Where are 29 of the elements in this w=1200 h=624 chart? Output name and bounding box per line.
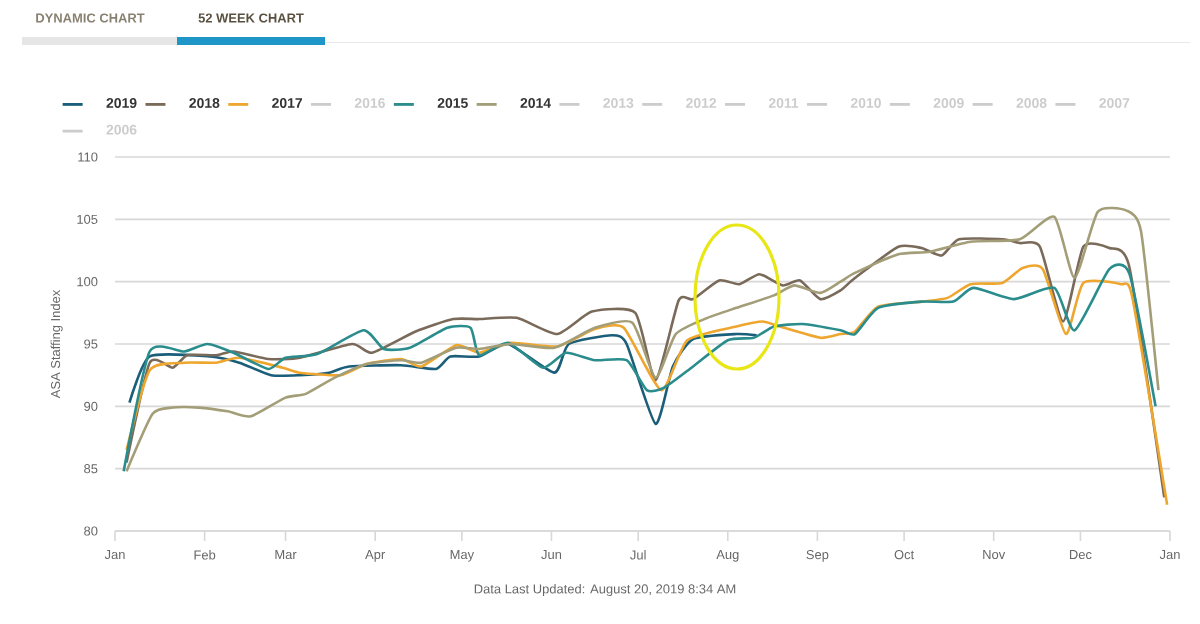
x-tick-label: Apr (365, 550, 386, 562)
y-axis-title: ASA Staffing Index (50, 289, 63, 399)
legend-label: 2018 (189, 98, 220, 108)
y-tick-label: 100 (77, 277, 98, 287)
y-tick-label: 105 (77, 214, 98, 224)
legend-label: 2017 (272, 98, 303, 108)
y-tick-label: 110 (78, 152, 98, 162)
x-tick-label: Oct (894, 550, 915, 560)
x-tick-label: Jun (541, 550, 562, 560)
x-tick-label: Aug (716, 550, 739, 562)
x-tick-label: Jan (104, 550, 125, 560)
text: Data Last Updated: August 20, 2019 8:34 AM (474, 583, 736, 597)
legend-label: 2015 (437, 98, 468, 108)
y-tick-label: 90 (84, 401, 98, 411)
legend-label: 2019 (106, 98, 137, 108)
x-tick-label: Mar (275, 550, 297, 560)
y-tick-label: 85 (84, 464, 98, 474)
y-tick-label: 95 (84, 339, 98, 349)
text: DYNAMIC CHART (36, 13, 145, 23)
x-tick-label: Dec (1069, 550, 1092, 560)
legend-label: 2014 (520, 98, 551, 108)
text: 52 WEEK CHART (198, 13, 304, 23)
x-tick-label: Feb (194, 550, 216, 560)
y-tick-label: 80 (84, 526, 98, 536)
x-tick-label: Nov (983, 550, 1006, 560)
x-tick-label: Sep (806, 550, 829, 562)
x-tick-label: Jul (630, 550, 646, 560)
x-tick-label: Jan (1159, 550, 1180, 560)
x-tick-label: May (450, 550, 475, 562)
